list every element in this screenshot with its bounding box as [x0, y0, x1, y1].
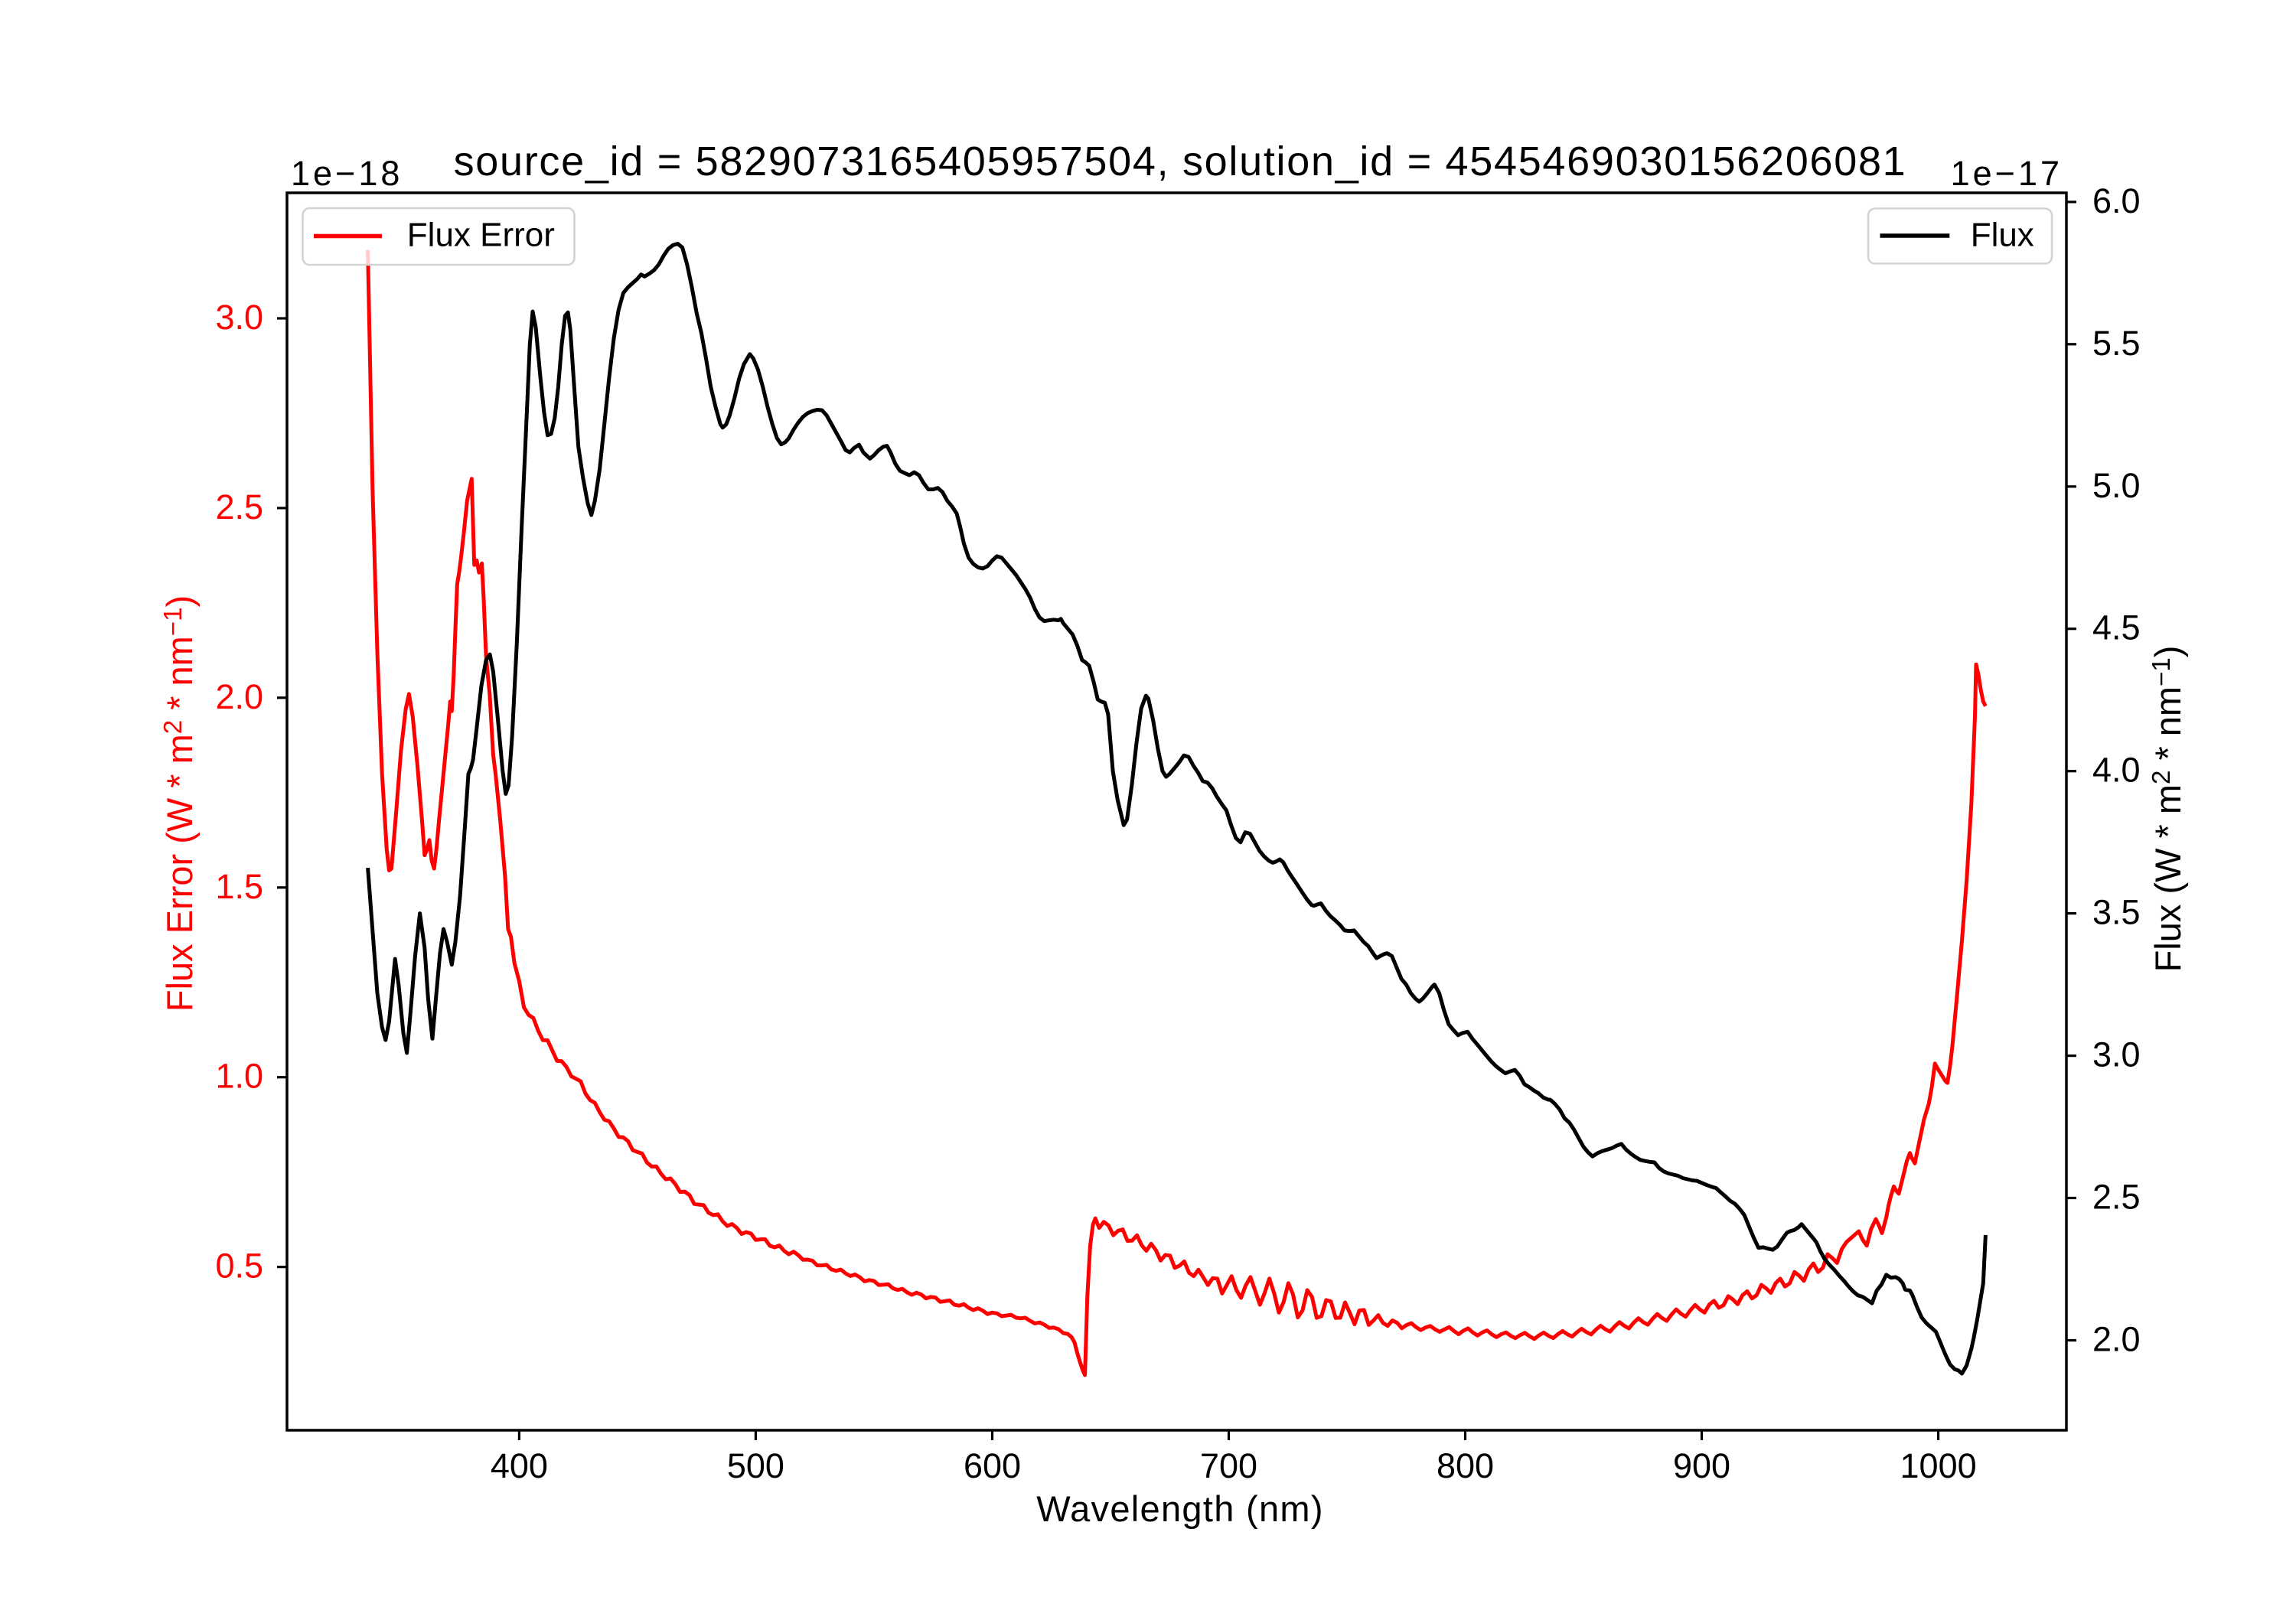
svg-text:700: 700 [1200, 1446, 1257, 1485]
svg-text:1.5: 1.5 [215, 867, 263, 906]
svg-text:3.0: 3.0 [215, 298, 263, 337]
svg-text:800: 800 [1437, 1446, 1494, 1485]
svg-text:2.5: 2.5 [2092, 1178, 2141, 1217]
svg-text:1.0: 1.0 [215, 1057, 263, 1096]
svg-text:600: 600 [964, 1446, 1021, 1485]
svg-text:Flux: Flux [1971, 217, 2034, 254]
svg-text:400: 400 [491, 1446, 548, 1485]
svg-text:Flux Error (W * m2 * nm−1): Flux Error (W * m2 * nm−1) [158, 595, 200, 1012]
svg-text:1e−18: 1e−18 [291, 154, 403, 193]
svg-text:5.5: 5.5 [2092, 324, 2141, 363]
svg-text:5.0: 5.0 [2092, 466, 2141, 505]
svg-text:4.5: 4.5 [2092, 608, 2141, 647]
svg-text:0.5: 0.5 [215, 1247, 263, 1286]
svg-text:1e−17: 1e−17 [1951, 154, 2063, 193]
svg-text:2.0: 2.0 [2092, 1320, 2141, 1359]
svg-text:Flux (W * m2 * nm−1): Flux (W * m2 * nm−1) [2147, 646, 2188, 973]
svg-text:Flux Error: Flux Error [407, 217, 555, 254]
svg-text:6.0: 6.0 [2092, 181, 2141, 220]
svg-text:3.0: 3.0 [2092, 1035, 2141, 1074]
svg-text:source_id = 582907316540595750: source_id = 5829073165405957504, solutio… [454, 139, 1907, 184]
svg-text:1000: 1000 [1900, 1446, 1977, 1485]
svg-text:2.5: 2.5 [215, 487, 263, 526]
svg-text:2.0: 2.0 [215, 677, 263, 716]
svg-text:900: 900 [1673, 1446, 1730, 1485]
svg-text:Wavelength (nm): Wavelength (nm) [1036, 1488, 1324, 1529]
svg-text:4.0: 4.0 [2092, 751, 2141, 790]
svg-text:500: 500 [727, 1446, 784, 1485]
svg-text:3.5: 3.5 [2092, 893, 2141, 932]
